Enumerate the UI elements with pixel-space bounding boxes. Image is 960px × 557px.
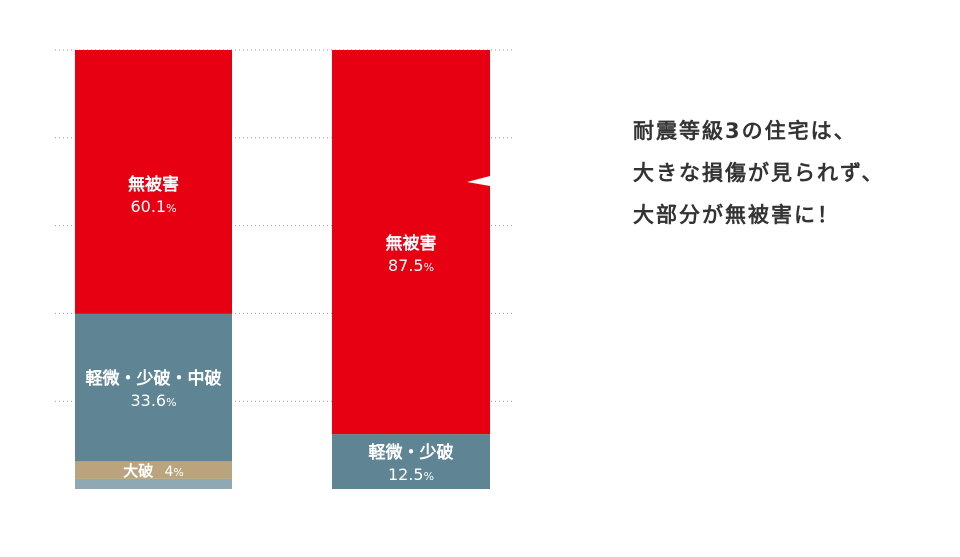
bar1-no-damage-value: 60.1 [130,197,167,216]
bar2-no-damage-name: 無被害 [385,234,437,254]
caption-line-1: 耐震等級3の住宅は、 [633,119,857,143]
bar2-segment-no_damage [332,50,490,435]
bar1-segment-minor_damage [75,313,232,462]
caption-line-2: 大きな損傷が見られず、 [633,161,885,185]
bar1-no-damage-name: 無被害 [128,175,179,195]
bar2-minor-label: 軽微・少破 12.5% [332,443,490,487]
bar1-major-percent: % [173,466,184,479]
bar2-notch [467,176,490,186]
bar1-minor-name: 軽微・少破・中破 [85,369,222,389]
bar2-no-damage-label: 無被害 87.5% [332,234,490,278]
bar1-segment-collapse [75,478,232,489]
bar1-segment-no_damage [75,50,232,314]
caption-line-3: 大部分が無被害に！ [633,203,840,227]
bar1-no-damage-percent: % [166,202,177,215]
bar2-minor-value: 12.5 [387,465,424,484]
bar1-minor-percent: % [166,396,177,409]
bar2-no-damage-percent: % [423,261,435,274]
bar1-major-name: 大破 [123,462,154,480]
bar1-minor-value: 33.6 [130,391,167,410]
bar1-segment-major_damage [75,461,232,479]
bar2-minor-name: 軽微・少破 [368,443,454,463]
bar1-minor-label: 軽微・少破・中破 33.6% [75,369,232,413]
bar2-segment-minor_damage [332,434,490,489]
bar1-major-value: 4 [164,464,174,480]
bar1-no-damage-label: 無被害 60.1% [75,175,232,219]
bar2-minor-percent: % [423,470,435,483]
bar2-no-damage-value: 87.5 [387,256,424,275]
caption: 耐震等級3の住宅は、 大きな損傷が見られず、 大部分が無被害に！ [633,110,953,236]
bar1-major-label: 大破 4% [75,462,232,482]
